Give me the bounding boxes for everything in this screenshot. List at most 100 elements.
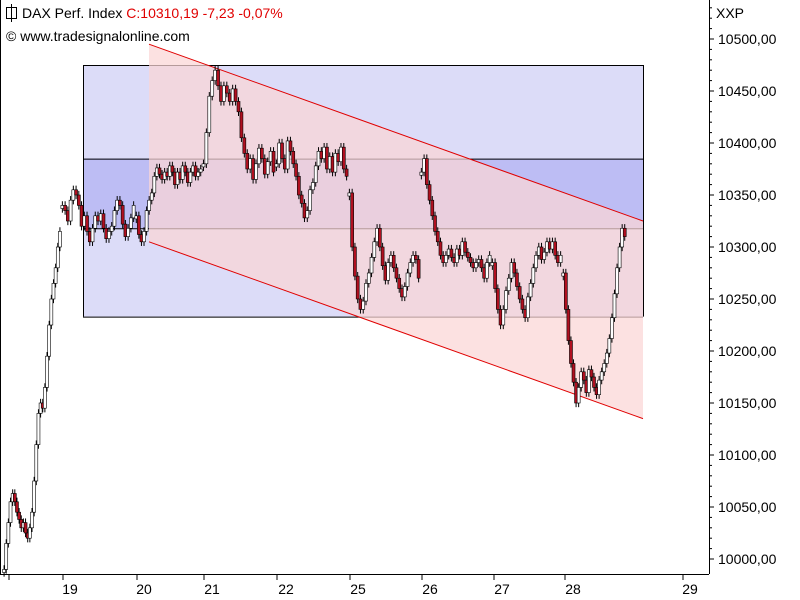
candle-body <box>239 111 244 139</box>
candle-body <box>435 231 440 243</box>
candle-body <box>225 85 229 94</box>
ticker-label: XXP <box>716 5 745 21</box>
price-tick-label: 10200,00 <box>718 343 777 359</box>
symbol-name: DAX Perf. Index <box>22 5 123 21</box>
candle-body <box>112 210 117 227</box>
candle-body <box>251 158 255 180</box>
candle-body <box>355 275 360 300</box>
candle-body <box>101 213 106 229</box>
candle-body <box>455 248 459 263</box>
candle-body <box>227 92 232 102</box>
candle-body <box>285 140 290 170</box>
time-tick-label: 22 <box>278 581 294 597</box>
copyright-text: © www.tradesignalonline.com <box>6 28 190 44</box>
candle-body <box>288 140 293 152</box>
candle-body <box>468 257 473 263</box>
channel-upper-line[interactable] <box>148 43 644 222</box>
candle-body <box>32 480 36 513</box>
candle-body <box>107 231 111 239</box>
candle-body <box>188 171 193 183</box>
candle-body <box>254 163 258 180</box>
candle-body <box>569 340 573 364</box>
candle-body <box>129 217 133 229</box>
candle-body <box>405 272 410 287</box>
candle-body <box>236 101 241 113</box>
candle-body <box>506 277 511 291</box>
candle-body <box>152 175 157 194</box>
candle-body <box>47 324 51 357</box>
candle-body <box>496 288 500 310</box>
candle-body <box>504 290 508 310</box>
candle-body <box>581 371 586 381</box>
candle-body <box>402 286 407 298</box>
candle-body <box>157 167 162 175</box>
candle-body <box>183 165 188 173</box>
candle-body <box>369 257 374 274</box>
candle-body <box>30 511 34 529</box>
candle-body <box>180 165 185 180</box>
candle-body <box>353 246 357 277</box>
candle-body <box>170 165 175 173</box>
candle-body <box>589 369 594 378</box>
candle-body <box>6 522 11 544</box>
candle-body <box>126 227 130 237</box>
candle-body <box>271 151 276 173</box>
price-tick-label: 10000,00 <box>718 551 777 567</box>
time-tick-label: 29 <box>682 581 698 597</box>
candle-body <box>49 298 54 326</box>
candle-body <box>414 255 418 260</box>
candle-body <box>617 246 622 269</box>
candle-body <box>485 262 489 279</box>
candle-body <box>512 262 517 274</box>
candle-body <box>515 272 519 287</box>
candle-body <box>311 182 315 191</box>
trend-channel-fill <box>149 44 643 419</box>
price-tick-label: 10300,00 <box>718 239 777 255</box>
candle-body <box>77 194 81 206</box>
candle-body <box>620 227 624 248</box>
candle-body <box>131 205 136 219</box>
candle-body <box>213 69 217 81</box>
candle-body <box>566 309 571 341</box>
candle-body <box>350 192 354 248</box>
candle-body <box>245 153 250 170</box>
candle-body <box>51 283 56 300</box>
channel-lower-line[interactable] <box>148 241 644 420</box>
candle-body <box>274 163 279 168</box>
candle-body <box>463 241 467 253</box>
candle-body <box>333 153 338 173</box>
candle-body <box>204 132 209 165</box>
candle-body <box>607 338 612 354</box>
candle-body <box>13 493 17 503</box>
candle-body <box>219 85 223 102</box>
time-tick-label: 28 <box>565 581 581 597</box>
candle-body <box>433 215 437 232</box>
chart-header: DAX Perf. Index C:10310,19 -7,23 -0,07% <box>6 4 283 22</box>
candle-body <box>198 168 203 173</box>
candle-body <box>520 298 525 310</box>
candle-body <box>210 80 215 97</box>
candle-body <box>416 259 421 279</box>
candle-body <box>201 163 206 168</box>
candle-body <box>58 231 62 248</box>
candle-body <box>427 184 432 201</box>
candles-group <box>2 66 627 577</box>
candle-body <box>571 363 576 383</box>
time-tick-label: 25 <box>350 581 366 597</box>
candle-body <box>63 205 67 211</box>
candle-body <box>55 246 60 269</box>
candle-body <box>612 293 617 319</box>
candle-body <box>85 215 89 232</box>
candle-body <box>528 283 533 298</box>
candle-body <box>479 259 484 269</box>
candle-body <box>28 527 32 539</box>
candle-body <box>474 262 478 269</box>
price-tick-label: 10250,00 <box>718 291 777 307</box>
candle-body <box>534 255 538 269</box>
candlestick-icon[interactable] <box>6 4 17 22</box>
candle-body <box>294 163 298 177</box>
candle-body <box>610 317 614 339</box>
candle-body <box>147 199 151 211</box>
candle-body <box>592 376 596 388</box>
